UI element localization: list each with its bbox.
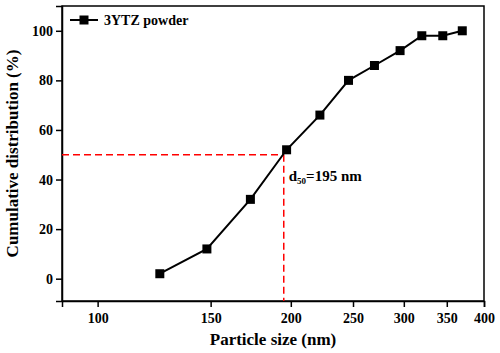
x-tick: 250 <box>343 301 364 326</box>
marker <box>370 61 379 70</box>
y-tick: 40 <box>39 173 62 188</box>
x-tick-mark <box>210 301 212 307</box>
x-tick: 400 <box>474 301 495 326</box>
annotation-text: d₅₀=195 nm <box>289 168 362 184</box>
y-tick-mark <box>56 130 62 132</box>
y-tick-label: 80 <box>39 73 53 88</box>
y-tick-mark <box>56 179 62 181</box>
y-axis-title: Cumulative distribution (%) <box>3 50 22 258</box>
y-tick-label: 20 <box>39 222 53 237</box>
legend: 3YTZ powder <box>70 13 188 28</box>
x-tick: 200 <box>281 301 302 326</box>
marker <box>344 76 353 85</box>
x-tick-label: 250 <box>343 311 364 326</box>
y-tick-mark <box>56 229 62 231</box>
x-tick-mark <box>353 301 355 307</box>
x-axis-line <box>63 302 485 308</box>
x-tick-mark <box>484 301 486 307</box>
marker <box>458 26 467 35</box>
plot: 100 150 200 250 300 350 400 0 20 40 60 80 100 d₅₀=195… <box>32 6 495 326</box>
y-tick-mark <box>56 278 62 280</box>
y-tick: 60 <box>39 123 62 138</box>
x-tick: 350 <box>437 301 458 326</box>
annotation-hline <box>62 154 284 156</box>
y-tick: 20 <box>39 222 62 237</box>
marker <box>282 145 291 154</box>
marker <box>202 244 211 253</box>
x-tick-label: 150 <box>201 311 222 326</box>
y-tick-mark <box>56 80 62 82</box>
legend-label: 3YTZ powder <box>104 13 188 28</box>
chart: 100 150 200 250 300 350 400 0 20 40 60 80 100 d₅₀=195… <box>0 0 500 353</box>
y-tick-label: 40 <box>39 173 53 188</box>
x-tick: 100 <box>88 301 109 326</box>
y-axis-line <box>56 7 63 302</box>
x-tick-mark <box>447 301 449 307</box>
marker <box>417 31 426 40</box>
y-tick-mark <box>56 31 62 33</box>
marker <box>315 111 324 120</box>
x-tick-label: 350 <box>437 311 458 326</box>
x-tick-label: 300 <box>394 311 415 326</box>
legend-marker <box>80 16 89 25</box>
x-tick-mark <box>291 301 293 307</box>
annotation-vline <box>283 155 285 301</box>
marks <box>62 26 467 301</box>
marker <box>155 269 164 278</box>
y-tick: 80 <box>39 73 62 88</box>
x-axis-title: Particle size (nm) <box>210 330 337 349</box>
x-tick: 150 <box>201 301 222 326</box>
x-tick-label: 100 <box>88 311 109 326</box>
series-line <box>160 31 462 274</box>
x-tick-mark <box>97 301 99 307</box>
x-tick: 300 <box>394 301 415 326</box>
x-tick-mark <box>404 301 406 307</box>
y-tick-label: 100 <box>32 24 53 39</box>
y-tick: 0 <box>46 272 62 287</box>
y-axis: 0 20 40 60 80 100 <box>32 7 63 302</box>
y-tick-label: 60 <box>39 123 53 138</box>
x-tick-label: 400 <box>474 311 495 326</box>
plot-frame <box>62 6 484 301</box>
y-tick-label: 0 <box>46 272 53 287</box>
marker <box>438 31 447 40</box>
marker <box>246 195 255 204</box>
x-axis: 100 150 200 250 300 350 400 <box>63 301 496 326</box>
y-tick: 100 <box>32 24 62 39</box>
x-tick-label: 200 <box>281 311 302 326</box>
marker <box>396 46 405 55</box>
